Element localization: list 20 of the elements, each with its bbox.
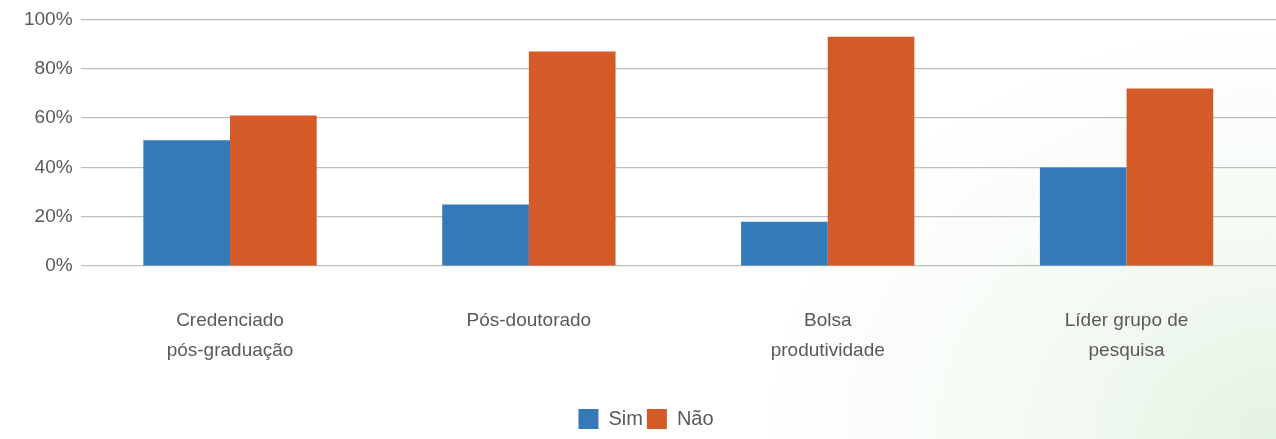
bar [827, 36, 915, 266]
legend-label: Sim [608, 406, 643, 429]
x-tick-label: Bolsa produtividade [770, 309, 885, 360]
bar [143, 140, 231, 266]
bar [528, 51, 616, 266]
bar [442, 204, 529, 266]
bar [1039, 167, 1127, 266]
bar [1126, 88, 1214, 266]
legend-label: Não [676, 406, 714, 429]
bar [741, 221, 828, 266]
y-tick-label: 100% [23, 7, 73, 29]
y-tick-label: 0% [45, 254, 73, 276]
bar [230, 115, 317, 266]
y-tick-label: 20% [34, 204, 73, 226]
y-tick-label: 60% [34, 106, 73, 128]
y-tick-label: 80% [34, 56, 73, 78]
x-tick-label: Líder grupo de pesquisa [1064, 309, 1189, 360]
x-tick-label: Pós-doutorado [466, 309, 592, 331]
y-tick-label: 40% [34, 155, 73, 177]
x-tick-label: Credenciado pós-graduação [166, 309, 294, 360]
